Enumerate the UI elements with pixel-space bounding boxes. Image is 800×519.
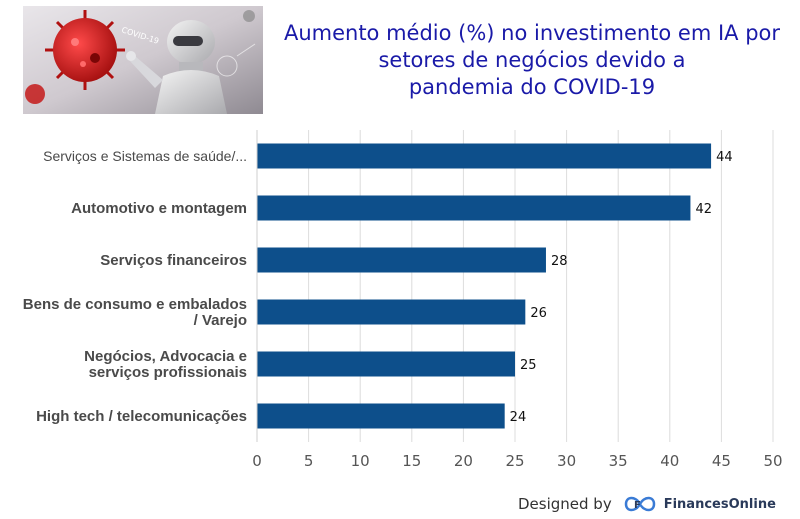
bar [257, 247, 546, 273]
category-label: Negócios, Advocacia e [84, 348, 247, 365]
title-line-2: setores de negócios devido a [378, 48, 686, 72]
data-label: 42 [695, 202, 712, 217]
x-tick-label: 50 [763, 452, 782, 470]
financesonline-logo-icon: F [624, 496, 655, 512]
bar [257, 299, 526, 325]
designed-by-label: Designed by [518, 495, 612, 513]
category-label: High tech / telecomunicações [36, 408, 247, 425]
category-label: Serviços e Sistemas de saúde/... [43, 148, 247, 164]
svg-text:F: F [634, 500, 641, 511]
category-label: Automotivo e montagem [71, 200, 247, 217]
data-label: 25 [520, 358, 537, 373]
data-label: 28 [551, 254, 568, 269]
x-tick-label: 45 [712, 452, 731, 470]
bar [257, 351, 515, 377]
x-tick-label: 20 [454, 452, 473, 470]
x-tick-label: 30 [557, 452, 576, 470]
title-line-1: Aumento médio (%) no investimento em IA … [283, 21, 781, 45]
category-label: / Varejo [194, 312, 247, 329]
x-tick-label: 10 [351, 452, 370, 470]
brand-name: FinancesOnline [663, 496, 776, 512]
chart-title: Aumento médio (%) no investimento em IA … [272, 20, 792, 101]
hero-image: COVID-19 [23, 6, 263, 114]
data-label: 44 [716, 150, 733, 165]
robot-icon [126, 20, 227, 114]
bar [257, 143, 712, 169]
bar-chart: 0 5 10 15 20 25 30 35 40 45 50 44 Serviços e Sistema… [23, 130, 783, 470]
bar [257, 195, 691, 221]
data-label: 24 [510, 410, 527, 425]
virus-icon [45, 10, 125, 90]
x-tick-label: 35 [609, 452, 628, 470]
category-label: Serviços financeiros [100, 252, 247, 269]
x-tick-label: 5 [304, 452, 314, 470]
title-line-3: pandemia do COVID-19 [408, 75, 656, 99]
data-label: 26 [530, 306, 547, 321]
credit-footer: Designed by F FinancesOnline [518, 490, 776, 518]
category-label: Bens de consumo e embalados [23, 296, 247, 313]
x-tick-label: 25 [505, 452, 524, 470]
x-tick-label: 40 [660, 452, 679, 470]
category-label: serviços profissionais [89, 364, 247, 381]
bar [257, 403, 505, 429]
x-tick-label: 0 [252, 452, 262, 470]
x-tick-label: 15 [402, 452, 421, 470]
